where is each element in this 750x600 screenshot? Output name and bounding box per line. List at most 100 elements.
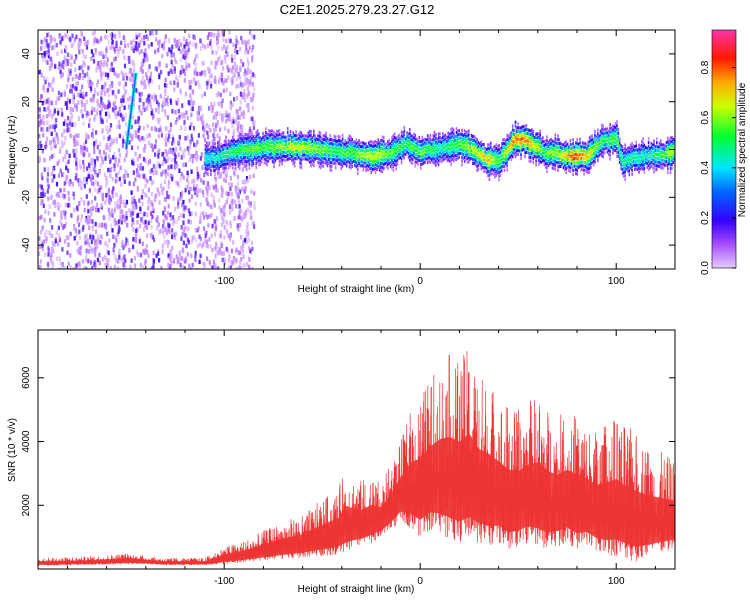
trace-cell — [226, 158, 229, 162]
trace-cell — [562, 150, 565, 154]
trace-cell — [488, 162, 491, 166]
noise-cell — [56, 96, 59, 102]
noise-cell — [75, 161, 78, 166]
noise-cell — [134, 87, 138, 93]
trace-cell — [221, 152, 223, 156]
noise-cell — [65, 33, 69, 39]
trace-cell — [307, 154, 310, 158]
noise-cell — [179, 42, 183, 47]
trace-cell — [384, 154, 386, 158]
trace-cell — [291, 151, 293, 155]
trace-cell — [344, 139, 347, 143]
noise-cell — [139, 252, 143, 258]
noise-cell — [103, 83, 106, 89]
trace-cell — [583, 160, 585, 165]
trace-cell — [395, 136, 397, 140]
trace-cell — [356, 171, 359, 175]
noise-cell — [86, 40, 89, 45]
trace-cell — [344, 162, 347, 166]
noise-cell — [181, 150, 185, 155]
trace-cell — [308, 149, 311, 153]
trace-cell — [238, 155, 241, 159]
trace-cell — [568, 161, 570, 165]
trace-cell — [255, 154, 257, 158]
trace-cell — [417, 162, 419, 166]
trace-cell — [223, 147, 226, 151]
trace-cell — [319, 146, 322, 151]
trace-cell — [352, 140, 355, 144]
noise-cell — [158, 39, 161, 44]
trace-cell — [226, 150, 229, 154]
noise-cell — [178, 38, 181, 44]
noise-cell — [188, 125, 192, 131]
trace-cell — [421, 151, 423, 155]
noise-cell — [220, 72, 223, 78]
noise-cell — [120, 102, 123, 108]
trace-cell — [575, 164, 577, 168]
trace-cell — [295, 149, 297, 153]
trace-cell — [431, 150, 433, 154]
noise-cell — [115, 192, 118, 198]
trace-cell — [444, 156, 447, 160]
noise-cell — [78, 75, 81, 80]
noise-cell — [68, 58, 71, 64]
noise-cell — [235, 76, 238, 82]
noise-cell — [93, 262, 96, 267]
trace-cell — [572, 149, 574, 153]
noise-cell — [230, 68, 233, 73]
trace-cell — [274, 132, 277, 136]
trace-cell — [255, 139, 257, 143]
noise-cell — [241, 248, 244, 253]
trace-cell — [211, 148, 214, 153]
noise-cell — [164, 173, 167, 179]
trace-cell — [588, 163, 591, 167]
trace-cell — [219, 157, 222, 161]
noise-cell — [220, 222, 224, 228]
noise-cell — [236, 128, 239, 133]
noise-cell — [170, 173, 173, 179]
trace-cell — [433, 157, 436, 161]
trace-cell — [227, 139, 230, 143]
noise-cell — [230, 77, 233, 82]
noise-cell — [245, 229, 248, 235]
trace-cell — [528, 128, 530, 132]
trace-cell — [446, 159, 448, 163]
trace-cell — [392, 145, 395, 149]
noise-cell — [118, 204, 122, 209]
trace-cell — [481, 165, 484, 170]
trace-cell — [538, 135, 540, 140]
noise-cell — [77, 44, 80, 49]
trace-cell — [487, 143, 489, 147]
noise-cell — [74, 228, 78, 233]
trace-cell — [420, 139, 422, 144]
noise-cell — [242, 243, 245, 249]
trace-cell — [227, 162, 230, 166]
trace-cell — [391, 143, 393, 147]
noise-cell — [195, 150, 198, 156]
trace-cell — [455, 157, 458, 161]
noise-cell — [165, 133, 168, 138]
trace-cell — [609, 126, 611, 130]
trace-cell — [263, 145, 266, 150]
trace-cell — [520, 149, 522, 153]
noise-cell — [157, 105, 160, 110]
trace-cell — [251, 163, 253, 167]
trace-cell — [345, 164, 348, 168]
trace-cell — [469, 153, 471, 157]
trace-cell — [506, 141, 508, 145]
trace-cell — [222, 143, 224, 148]
trace-cell — [334, 150, 337, 154]
trace-cell — [230, 143, 233, 147]
trace-cell — [559, 141, 562, 145]
trace-cell — [603, 147, 606, 151]
noise-cell — [251, 246, 254, 252]
noise-cell — [234, 44, 238, 49]
trace-cell — [260, 137, 263, 141]
trace-cell — [562, 158, 565, 162]
trace-cell — [319, 154, 322, 158]
noise-cell — [239, 266, 243, 269]
trace-cell — [527, 127, 529, 132]
trace-cell — [488, 158, 491, 162]
trace-cell — [447, 154, 449, 158]
noise-cell — [139, 209, 142, 214]
